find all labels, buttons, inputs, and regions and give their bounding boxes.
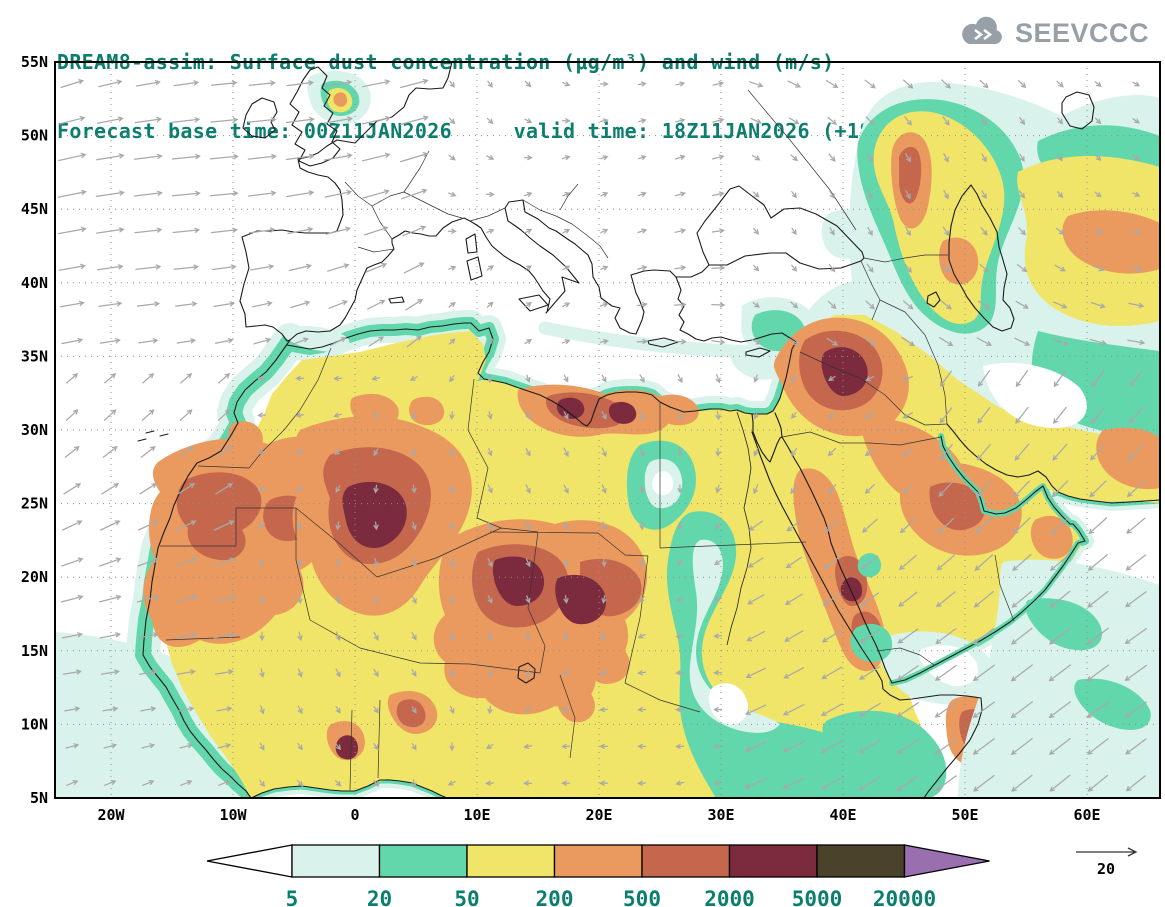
lon-tick-label: 20E [585,806,612,824]
colorbar-segment [467,845,555,877]
wind-reference-value: 20 [1097,860,1115,878]
lat-tick-label: 40N [21,274,48,292]
latitude-axis: 55N 50N 45N 40N 35N 30N 25N 20N 15N 10N 5N [21,53,48,807]
colorbar-level-label: 5 [286,887,299,907]
lat-tick-label: 30N [21,421,48,439]
forecast-map: 20W10W010E20E30E40E50E60E 55N50N45N40N35… [0,0,1165,907]
lat-tick-label: 15N [21,642,48,660]
lon-tick-label: 50E [951,806,978,824]
colorbar-level-label: 50 [454,887,479,907]
longitude-axis: 20W 10W 0 10E 20E 30E 40E 50E 60E [97,806,1100,824]
colorbar-level-label: 20000 [873,887,936,907]
lon-tick-label: 30E [707,806,734,824]
colorbar-segment [817,845,905,877]
colorbar-segment [555,845,643,877]
lon-tick-label: 10W [219,806,247,824]
colorbar-over-arrow [905,845,990,877]
colorbar-level-label: 200 [536,887,574,907]
colorbar-segment [380,845,468,877]
colorbar-level-label: 5000 [792,887,843,907]
lat-tick-label: 35N [21,347,48,365]
lat-tick-label: 25N [21,495,48,513]
colorbar-level-label: 20 [367,887,392,907]
lon-tick-label: 0 [350,806,359,824]
colorbar-under-arrow [207,845,292,877]
lat-tick-label: 10N [21,715,48,733]
wind-reference-arrow-icon [1076,848,1136,856]
lon-tick-label: 60E [1073,806,1100,824]
lat-tick-label: 50N [21,127,48,145]
lon-tick-label: 20W [97,806,125,824]
lat-tick-label: 5N [30,789,48,807]
colorbar-legend: 5 20 50 200 500 2000 5000 20000 [207,845,990,907]
lat-tick-label: 45N [21,200,48,218]
colorbar-level-label: 2000 [704,887,755,907]
lon-tick-label: 40E [829,806,856,824]
lat-tick-label: 55N [21,53,48,71]
lon-tick-label: 10E [463,806,490,824]
colorbar-segment [730,845,818,877]
colorbar-level-label: 500 [623,887,661,907]
colorbar-segment [292,845,380,877]
dust-forecast-page: DREAM8-assim: Surface dust concentration… [0,0,1165,907]
colorbar-segment [642,845,730,877]
dust-concentration-field [55,71,1160,798]
wind-reference-legend: 20 [1076,848,1136,878]
lat-tick-label: 20N [21,568,48,586]
